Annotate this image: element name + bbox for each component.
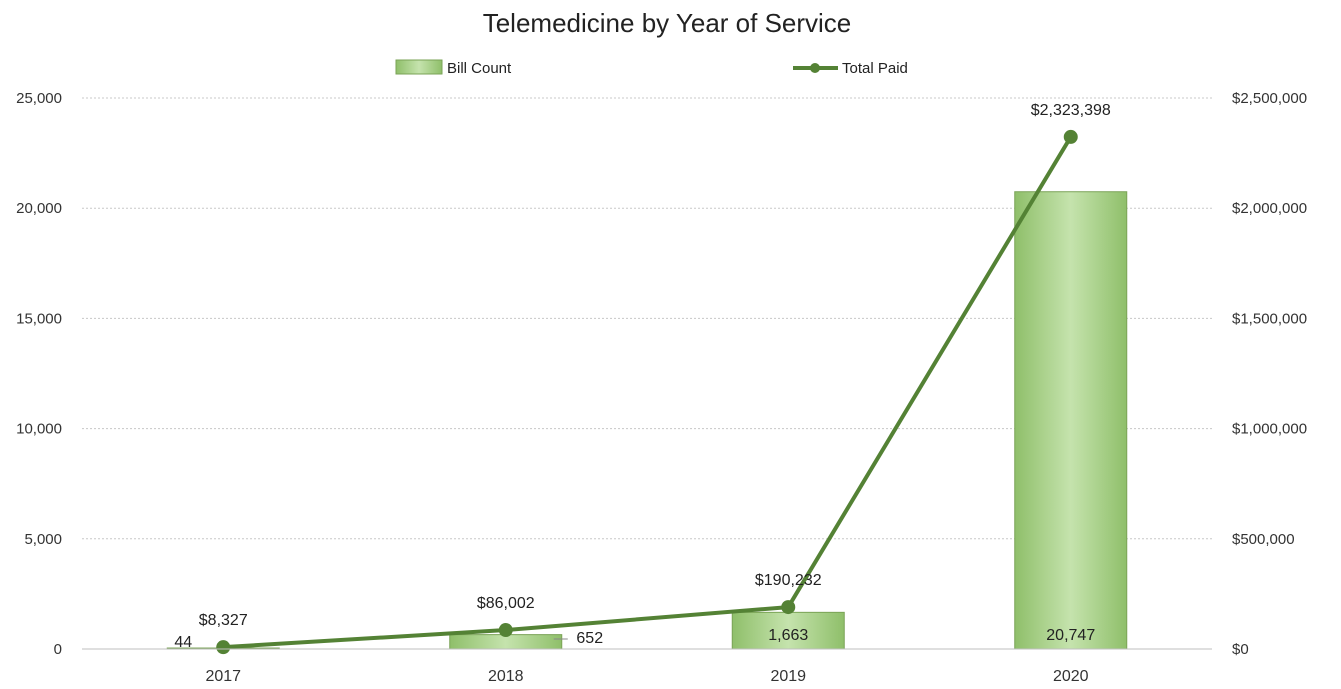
y-left-tick-label: 10,000: [16, 421, 62, 438]
bar-2019: [731, 611, 845, 650]
y-left-tick-label: 15,000: [16, 310, 62, 327]
legend-swatch-total-paid-marker: [810, 63, 820, 73]
bar-value-label: 44: [174, 634, 192, 651]
x-tick-label: 2020: [1053, 668, 1089, 685]
y-right-tick-label: $2,500,000: [1232, 90, 1307, 107]
y-right-tick-label: $0: [1232, 641, 1249, 658]
line-value-label: $2,323,398: [1031, 102, 1111, 119]
x-axis: 2017 2018 2019 2020: [82, 648, 1212, 685]
chart-title: Telemedicine by Year of Service: [483, 8, 852, 38]
y-left-tick-label: 25,000: [16, 90, 62, 107]
y-right-tick-label: $500,000: [1232, 531, 1295, 548]
y-right-tick-label: $2,000,000: [1232, 200, 1307, 217]
y-left-tick-label: 20,000: [16, 200, 62, 217]
x-tick-label: 2018: [488, 668, 524, 685]
total-paid-marker-2019: [781, 600, 796, 615]
legend-label-bill-count: Bill Count: [447, 60, 512, 77]
bar-value-label: 20,747: [1046, 627, 1095, 644]
bar-series: [166, 191, 1128, 650]
line-series: [216, 129, 1078, 655]
total-paid-marker-2020: [1063, 129, 1078, 144]
data-labels: 44 652 1,663 20,747 $8,327 $86,002 $190,232 $2,…: [174, 102, 1111, 651]
y-left-tick-label: 0: [54, 641, 62, 658]
line-value-label: $8,327: [199, 612, 248, 629]
total-paid-marker-2017: [216, 640, 231, 655]
total-paid-line: [223, 135, 1073, 650]
left-axis: 0 5,000 10,000 15,000 20,000 25,000: [16, 90, 62, 658]
y-right-tick-label: $1,000,000: [1232, 421, 1307, 438]
y-right-tick-label: $1,500,000: [1232, 310, 1307, 327]
bar-2020: [1014, 191, 1128, 650]
line-value-label: $86,002: [477, 595, 535, 612]
bar-value-label: 1,663: [768, 627, 808, 644]
x-tick-label: 2019: [770, 668, 806, 685]
bar-value-label: 652: [576, 630, 603, 647]
y-left-tick-label: 5,000: [24, 531, 62, 548]
legend-label-total-paid: Total Paid: [842, 60, 908, 77]
x-tick-label: 2017: [205, 668, 241, 685]
total-paid-marker-2018: [498, 623, 513, 638]
legend-swatch-bill-count: [395, 59, 443, 75]
legend: Bill Count Total Paid: [395, 59, 908, 77]
right-axis: $0 $500,000 $1,000,000 $1,500,000 $2,000,000…: [1232, 90, 1307, 658]
line-value-label: $190,232: [755, 572, 822, 589]
